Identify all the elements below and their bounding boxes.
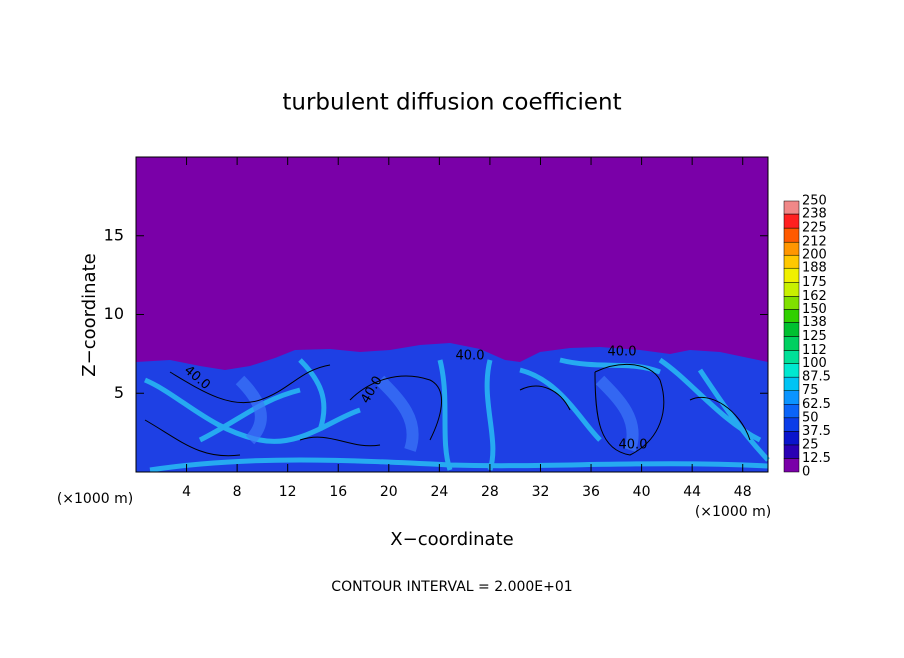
colorbar-swatch (783, 431, 800, 446)
colorbar-label: 100 (802, 356, 827, 371)
x-axis-label: X−coordinate (390, 529, 513, 550)
colorbar-swatch (783, 227, 800, 243)
colorbar-swatch (783, 254, 800, 269)
colorbar-label: 188 (802, 261, 827, 276)
field (136, 157, 770, 473)
colorbar-label: 125 (802, 329, 827, 344)
colorbar-label: 87.5 (802, 370, 831, 385)
colorbar-label: 12.5 (802, 451, 831, 466)
colorbar-swatch (783, 444, 800, 459)
x-tick-label: 28 (481, 484, 499, 500)
x-tick-label: 32 (532, 484, 550, 500)
footer-note: CONTOUR INTERVAL = 2.000E+01 (331, 579, 572, 595)
colorbar-label: 225 (802, 221, 827, 236)
colorbar-label: 112 (802, 343, 827, 358)
y-axis-label: Z−coordinate (79, 253, 100, 376)
chart-title: turbulent diffusion coefficient (282, 90, 621, 116)
colorbar-label: 250 (802, 194, 827, 209)
colorbar-label: 25 (802, 437, 819, 452)
high-diffusion-streak (144, 357, 770, 473)
y-tick-label: 15 (104, 225, 124, 244)
colorbar-label: 200 (802, 248, 827, 263)
colorbar-label: 175 (802, 275, 827, 290)
colorbar-swatch (783, 296, 800, 310)
colorbar-swatch (783, 213, 800, 229)
colorbar-label: 37.5 (802, 424, 831, 439)
colorbar-label: 75 (802, 383, 819, 398)
colorbar-swatch (783, 267, 800, 283)
x-unit-label: (×1000 m) (57, 491, 133, 507)
x-tick-label: 8 (233, 484, 242, 500)
colorbar-label: 212 (802, 235, 827, 250)
colorbar-swatch (783, 404, 800, 419)
y-tick-label: 10 (104, 304, 124, 323)
colorbar-label: 162 (802, 289, 827, 304)
colorbar-label: 150 (802, 302, 827, 317)
colorbar-label: 0 (802, 465, 810, 480)
colorbar-swatch (783, 309, 800, 323)
medium-diffusion-blob (235, 375, 639, 452)
x-unit-label: (×1000 m) (695, 504, 771, 520)
colorbar-swatch (783, 336, 800, 351)
colorbar-swatch (783, 390, 800, 405)
x-tick-label: 4 (182, 484, 191, 500)
x-tick-label: 36 (582, 484, 600, 500)
y-tick-label: 5 (114, 383, 124, 402)
colorbar-swatch (783, 200, 800, 215)
colorbar-swatch (783, 376, 800, 391)
colorbar-swatch (783, 322, 800, 337)
colorbar-swatch (783, 458, 800, 473)
colorbar-swatch (783, 417, 800, 432)
contour-label: 40.0 (608, 345, 637, 360)
contour-label: 40.0 (619, 438, 648, 453)
colorbar-swatch (783, 363, 800, 378)
x-tick-label: 40 (633, 484, 651, 500)
colorbar-swatch (783, 241, 800, 256)
contour-label: 40.0 (456, 349, 485, 364)
x-tick-label: 12 (279, 484, 297, 500)
colorbar-label: 50 (802, 410, 819, 425)
colorbar-label: 62.5 (802, 397, 831, 412)
x-tick-label: 48 (734, 484, 752, 500)
x-tick-label: 24 (430, 484, 448, 500)
colorbar-label: 138 (802, 315, 827, 330)
colorbar-swatch (783, 350, 800, 364)
x-tick-label: 44 (683, 484, 701, 500)
x-tick-label: 20 (380, 484, 398, 500)
contour-line (144, 363, 751, 457)
colorbar-swatch (783, 282, 800, 297)
x-tick-label: 16 (329, 484, 347, 500)
colorbar-label: 238 (802, 207, 827, 222)
